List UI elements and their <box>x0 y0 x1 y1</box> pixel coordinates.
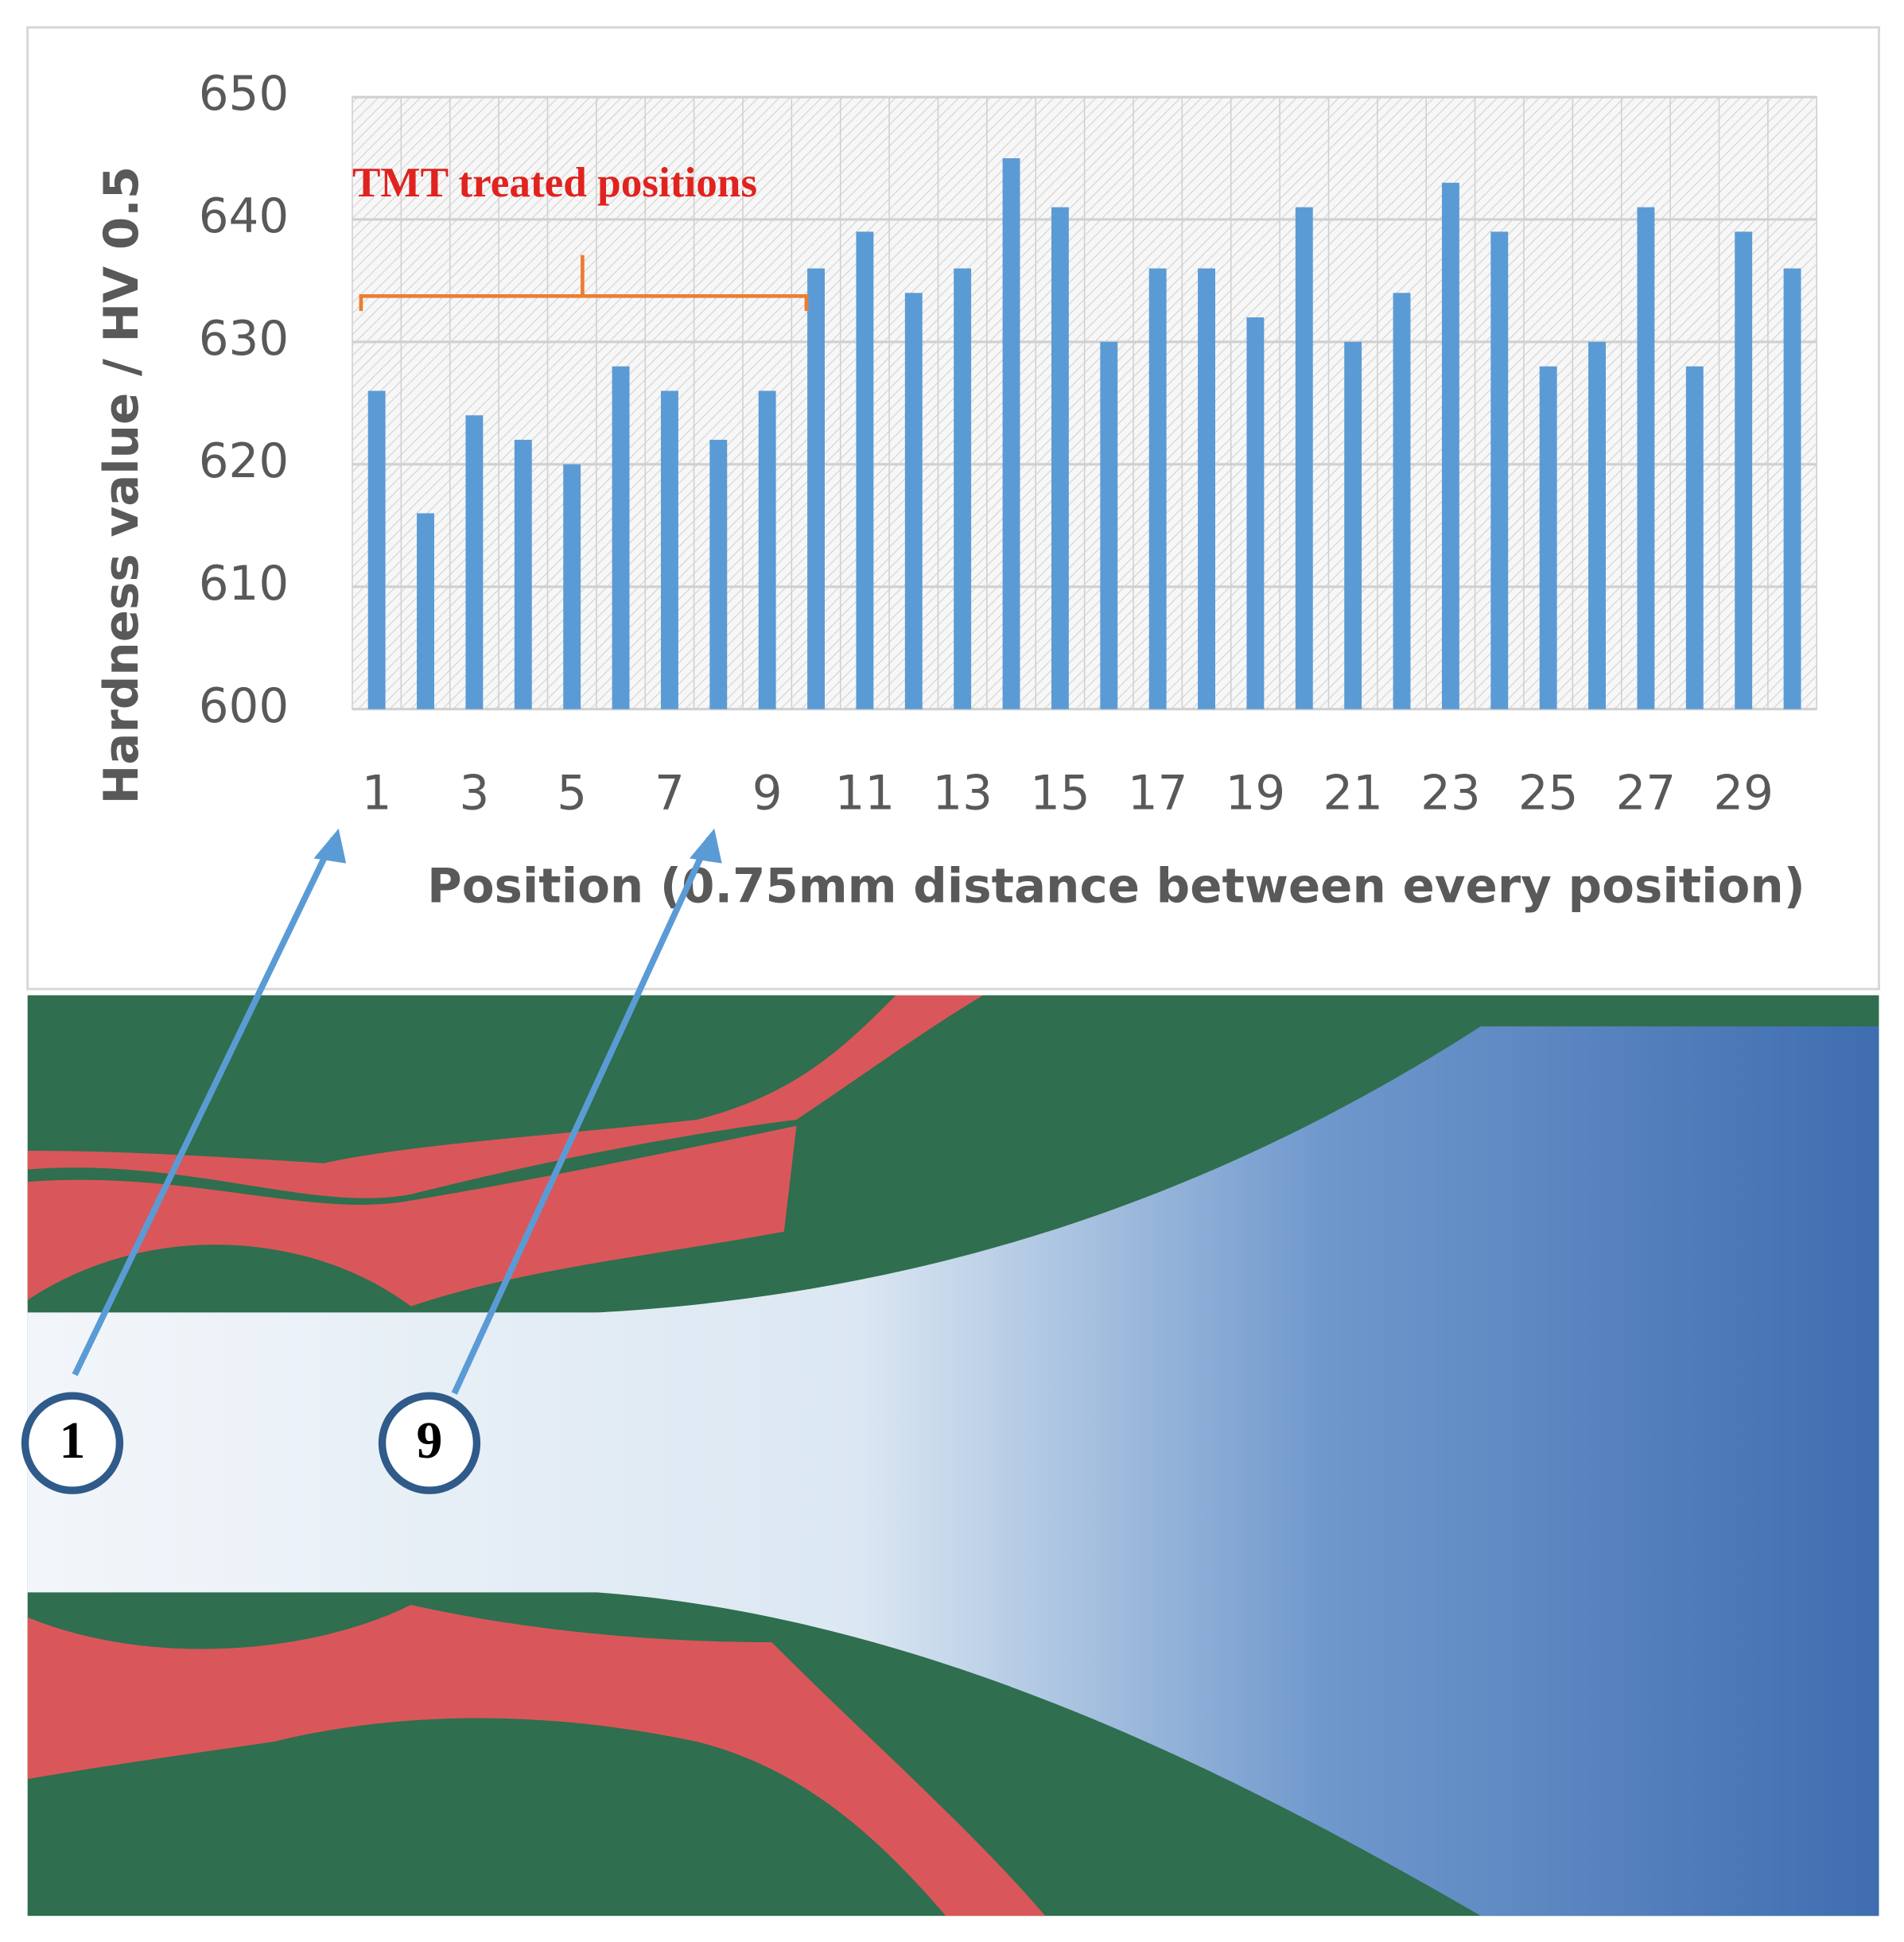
arrow-head <box>689 828 722 864</box>
bracket <box>359 254 809 312</box>
bar <box>1198 268 1215 709</box>
bar <box>1588 341 1607 709</box>
bar <box>1051 207 1069 709</box>
bar <box>1100 341 1118 709</box>
y-tick-label: 650 <box>199 67 289 122</box>
bar <box>417 513 434 709</box>
bar <box>1441 182 1459 709</box>
y-tick-label: 610 <box>199 557 289 612</box>
y-tick-label: 640 <box>199 189 289 244</box>
bar <box>1735 231 1753 709</box>
bar <box>1685 366 1704 709</box>
x-tick-label: 15 <box>1030 766 1090 821</box>
arrow <box>72 837 337 1377</box>
bar <box>1344 341 1362 709</box>
micrograph: 1 9 <box>21 828 1879 1917</box>
bar <box>1246 317 1265 709</box>
x-tick-label: 11 <box>835 766 896 821</box>
bar <box>367 390 386 709</box>
bar <box>856 231 874 709</box>
bar <box>954 268 972 709</box>
bar <box>1637 207 1655 709</box>
x-tick-label: 29 <box>1713 766 1774 821</box>
bar <box>660 390 678 709</box>
x-axis-title: Position (0.75mm distance between every … <box>427 860 1805 915</box>
x-tick-label: 13 <box>932 766 993 821</box>
bar <box>1783 268 1801 709</box>
x-tick-label: 1 <box>362 766 392 821</box>
annotation: TMT treated positions <box>352 159 757 206</box>
x-tick-label: 9 <box>752 766 783 821</box>
marker-circle <box>21 1392 124 1494</box>
bar <box>1539 366 1557 709</box>
arrow-head <box>313 828 347 864</box>
y-tick-label: 600 <box>199 679 289 734</box>
x-tick-label: 19 <box>1226 766 1286 821</box>
x-tick-label: 23 <box>1420 766 1481 821</box>
metal-strip <box>27 1026 1879 1917</box>
bar <box>612 366 630 709</box>
marker-circle <box>378 1392 481 1494</box>
bar <box>563 464 581 709</box>
marker-label: 1 <box>60 1412 86 1470</box>
marker-label: 9 <box>417 1412 443 1470</box>
bar <box>465 415 484 709</box>
red-zone-bottom <box>27 1605 1046 1917</box>
x-tick-label: 7 <box>655 766 685 821</box>
x-tick-label: 17 <box>1128 766 1188 821</box>
x-tick-label: 3 <box>459 766 489 821</box>
bar <box>807 268 825 709</box>
red-zone-top <box>27 995 984 1307</box>
bar <box>1148 268 1167 709</box>
x-tick-label: 21 <box>1323 766 1383 821</box>
bar <box>1002 157 1020 709</box>
bar <box>758 390 776 709</box>
arrow <box>451 837 713 1395</box>
y-axis-title: Hardness value / HV 0.5 <box>95 166 150 804</box>
bar <box>514 440 532 709</box>
x-tick-label: 25 <box>1518 766 1579 821</box>
bar <box>904 293 923 709</box>
x-tick-label: 5 <box>557 766 587 821</box>
bar <box>1393 293 1411 709</box>
bar <box>1295 207 1313 709</box>
y-tick-label: 630 <box>199 312 289 367</box>
y-tick-label: 620 <box>199 434 289 489</box>
x-tick-label: 27 <box>1616 766 1677 821</box>
bar <box>709 440 728 709</box>
bar <box>1490 231 1509 709</box>
